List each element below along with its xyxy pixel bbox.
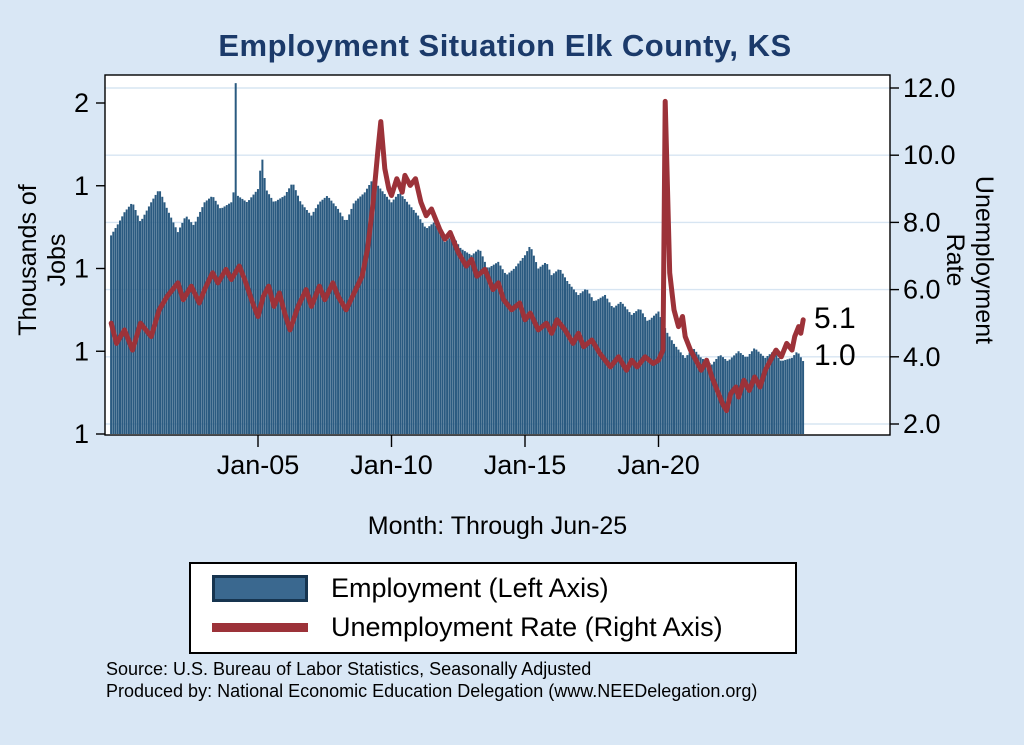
x-axis-title: Month: Through Jun-25 bbox=[367, 512, 628, 540]
annotation-employment-last: 1.0 bbox=[814, 339, 856, 372]
plot-border bbox=[104, 74, 891, 436]
source-line-2: Produced by: National Economic Education… bbox=[106, 681, 758, 701]
svg-text:2: 2 bbox=[74, 88, 89, 118]
svg-text:Jan-05: Jan-05 bbox=[217, 450, 300, 480]
axis-ticks bbox=[96, 87, 899, 447]
legend-swatch-wrap bbox=[205, 574, 315, 602]
chart-plot: 2 1 1 1 1 12.0 10.0 8.0 6.0 4.0 2.0 Jan-05 Jan-10 Jan… bbox=[74, 73, 956, 480]
svg-text:12.0: 12.0 bbox=[903, 73, 956, 103]
unemployment-line-swatch-icon bbox=[212, 623, 308, 633]
svg-text:1: 1 bbox=[74, 254, 89, 284]
employment-bar-swatch-icon bbox=[212, 574, 308, 602]
right-axis-title: Unemployment Rate bbox=[941, 175, 998, 345]
svg-text:1: 1 bbox=[74, 336, 89, 366]
source-block: Source: U.S. Bureau of Labor Statistics,… bbox=[106, 658, 757, 702]
legend-item-unemployment: Unemployment Rate (Right Axis) bbox=[205, 612, 795, 643]
legend-swatch-wrap bbox=[205, 623, 315, 633]
chart-title: Employment Situation Elk County, KS bbox=[218, 28, 792, 63]
legend-label-unemployment: Unemployment Rate (Right Axis) bbox=[331, 612, 723, 643]
svg-text:1: 1 bbox=[74, 419, 89, 449]
legend-item-employment: Employment (Left Axis) bbox=[205, 573, 795, 604]
source-line-1: Source: U.S. Bureau of Labor Statistics,… bbox=[106, 659, 592, 679]
svg-text:2.0: 2.0 bbox=[903, 409, 941, 439]
unemployment-line bbox=[108, 98, 806, 414]
svg-text:10.0: 10.0 bbox=[903, 140, 956, 170]
left-axis-title: Thousands of Jobs bbox=[14, 184, 71, 336]
legend-label-employment: Employment (Left Axis) bbox=[331, 572, 609, 603]
svg-text:Jan-15: Jan-15 bbox=[484, 450, 567, 480]
svg-text:8.0: 8.0 bbox=[903, 207, 941, 237]
svg-text:1: 1 bbox=[74, 171, 89, 201]
svg-text:Jan-10: Jan-10 bbox=[350, 450, 433, 480]
svg-text:6.0: 6.0 bbox=[903, 275, 941, 305]
svg-text:4.0: 4.0 bbox=[903, 342, 941, 372]
svg-text:Jan-20: Jan-20 bbox=[617, 450, 700, 480]
legend: Employment (Left Axis) Unemployment Rate… bbox=[189, 562, 797, 654]
annotation-unemployment-last: 5.1 bbox=[814, 302, 856, 335]
